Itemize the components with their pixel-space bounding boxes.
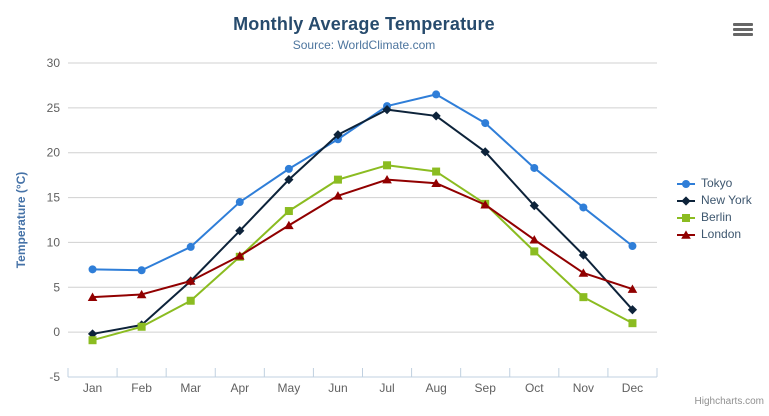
credits-link[interactable]: Highcharts.com [694, 396, 764, 407]
data-point-new-york[interactable] [382, 105, 392, 115]
legend-item-tokyo[interactable]: Tokyo [676, 176, 752, 191]
data-point-berlin[interactable] [383, 161, 392, 170]
data-point-tokyo[interactable] [235, 198, 244, 207]
x-axis-category-label: Aug [425, 381, 446, 395]
series-new-york[interactable] [87, 105, 638, 339]
data-point-london[interactable] [136, 289, 147, 299]
data-point-london[interactable] [529, 235, 540, 244]
data-point-london[interactable] [185, 276, 196, 285]
legend-item-berlin[interactable]: Berlin [676, 210, 752, 225]
y-axis-tick-label: -5 [49, 370, 60, 384]
x-axis-category-label: Jul [379, 381, 394, 395]
data-point-new-york[interactable] [333, 130, 343, 140]
x-axis-category-label: Jan [83, 381, 102, 395]
data-point-tokyo[interactable] [628, 242, 637, 251]
data-point-london[interactable] [627, 284, 638, 293]
data-point-new-york[interactable] [627, 305, 638, 315]
data-point-london[interactable] [333, 191, 343, 200]
data-point-berlin[interactable] [333, 175, 342, 184]
legend-symbol-triangle-icon [677, 229, 695, 239]
data-point-tokyo[interactable] [530, 163, 539, 172]
x-axis-category-label: May [278, 381, 301, 395]
legend-label: New York [701, 193, 752, 207]
series-london[interactable] [87, 175, 638, 301]
data-point-berlin[interactable] [628, 319, 637, 328]
data-point-london[interactable] [382, 175, 392, 184]
data-point-berlin[interactable] [88, 336, 97, 345]
data-point-tokyo[interactable] [137, 266, 146, 275]
legend-label: London [701, 227, 742, 241]
data-point-tokyo[interactable] [432, 90, 441, 99]
series-line-new-york [91, 108, 634, 335]
data-point-new-york[interactable] [284, 175, 294, 185]
legend: Tokyo New York Berlin London [676, 176, 752, 242]
x-axis-category-label: Nov [573, 381, 594, 395]
data-point-tokyo[interactable] [284, 164, 293, 173]
data-point-new-york[interactable] [431, 111, 441, 121]
y-axis-tick-label: 30 [47, 56, 61, 70]
data-point-berlin[interactable] [530, 247, 539, 256]
data-point-new-york[interactable] [578, 250, 588, 260]
y-axis-title: Temperature (°C) [14, 172, 28, 269]
y-axis-tick-label: 5 [53, 280, 60, 294]
y-axis-tick-label: 10 [47, 235, 61, 249]
chart-subtitle: Source: WorldClimate.com [292, 38, 436, 52]
data-point-london[interactable] [480, 200, 491, 209]
data-point-new-york[interactable] [480, 147, 490, 157]
x-axis-category-label: Dec [622, 381, 643, 395]
data-point-new-york[interactable] [529, 201, 539, 211]
series-line-tokyo [91, 93, 634, 272]
legend-label: Tokyo [701, 176, 733, 190]
legend-symbol-marker [682, 179, 690, 188]
data-point-london[interactable] [284, 220, 294, 230]
data-point-new-york[interactable] [235, 226, 245, 236]
x-axis-category-label: Sep [475, 381, 497, 395]
x-axis-category-label: Apr [230, 381, 249, 395]
legend-item-new-york[interactable]: New York [676, 193, 752, 208]
data-point-tokyo[interactable] [579, 203, 588, 212]
legend-symbol-circle-icon [677, 179, 695, 188]
legend-label: Berlin [701, 210, 732, 224]
y-axis-tick-label: 25 [47, 101, 61, 115]
legend-item-london[interactable]: London [676, 227, 752, 242]
hamburger-icon [733, 22, 753, 36]
series-line-berlin [91, 164, 634, 342]
context-menu-button[interactable] [731, 19, 755, 39]
data-point-berlin[interactable] [579, 293, 588, 302]
x-axis-category-label: Jun [328, 381, 347, 395]
data-point-berlin[interactable] [432, 167, 441, 176]
x-axis-category-label: Feb [131, 381, 152, 395]
series-tokyo[interactable] [88, 90, 637, 275]
legend-symbol-square-icon [677, 213, 695, 222]
data-point-berlin[interactable] [186, 296, 195, 305]
y-axis-tick-label: 0 [53, 325, 60, 339]
data-point-tokyo[interactable] [481, 119, 490, 128]
data-point-london[interactable] [431, 178, 441, 188]
legend-symbol-marker [681, 195, 691, 206]
data-point-berlin[interactable] [284, 207, 293, 216]
legend-symbol-diamond-icon [677, 195, 695, 206]
legend-symbol-marker [681, 229, 691, 239]
chart-title: Monthly Average Temperature [233, 14, 495, 34]
y-axis-tick-label: 20 [47, 146, 61, 160]
y-axis-tick-label: 15 [47, 191, 61, 205]
data-point-tokyo[interactable] [88, 265, 97, 274]
legend-symbol-marker [682, 213, 690, 222]
x-axis-category-label: Mar [180, 381, 201, 395]
data-point-london[interactable] [234, 251, 245, 260]
data-point-tokyo[interactable] [186, 242, 195, 251]
data-point-berlin[interactable] [137, 322, 146, 331]
data-point-london[interactable] [578, 268, 589, 277]
series-line-london [91, 178, 634, 299]
data-point-london[interactable] [87, 292, 98, 301]
x-axis-category-label: Oct [525, 381, 544, 395]
